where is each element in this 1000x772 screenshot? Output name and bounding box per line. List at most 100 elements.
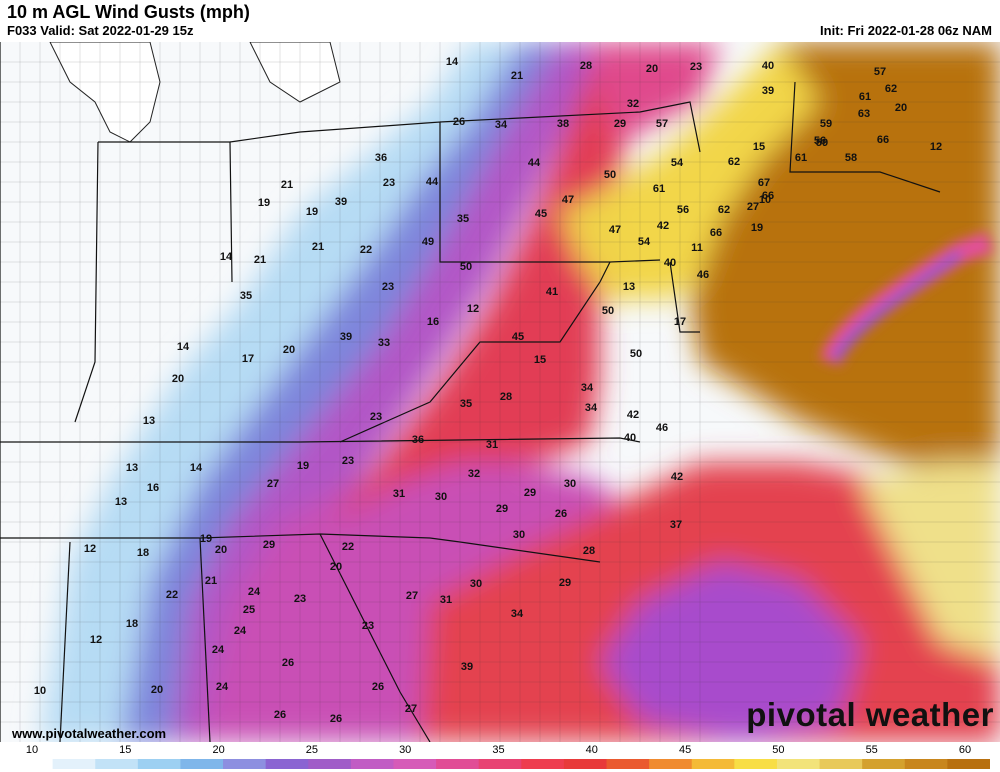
gust-value-label: 19 (305, 206, 319, 218)
gust-value-label: 12 (89, 634, 103, 646)
gust-value-label: 38 (556, 118, 570, 130)
gust-value-label: 59 (819, 118, 833, 130)
colorbar-segment (649, 759, 693, 769)
gust-value-label: 57 (655, 118, 669, 130)
colorbar-tick: 15 (119, 744, 132, 756)
colorbar-segment (819, 759, 863, 769)
map-canvas (0, 41, 1000, 743)
gust-value-label: 19 (257, 197, 271, 209)
gust-value-label: 19 (296, 460, 310, 472)
gust-value-label: 26 (452, 116, 466, 128)
gust-value-label: 28 (582, 545, 596, 557)
gust-value-label: 39 (339, 331, 353, 343)
gust-value-label: 21 (253, 254, 267, 266)
gust-value-label: 28 (579, 60, 593, 72)
gust-value-label: 23 (341, 455, 355, 467)
gust-value-label: 39 (761, 85, 775, 97)
gust-value-label: 61 (652, 183, 666, 195)
gust-value-label: 20 (894, 102, 908, 114)
gust-value-label: 61 (794, 152, 808, 164)
gust-value-label: 24 (233, 625, 247, 637)
gust-value-label: 45 (534, 208, 548, 220)
gust-field (40, 42, 1000, 742)
gust-value-label: 25 (242, 604, 256, 616)
colorbar-segment (350, 759, 394, 769)
gust-value-label: 16 (146, 482, 160, 494)
gust-value-label: 35 (456, 213, 470, 225)
colorbar-segment (734, 759, 778, 769)
colorbar-segment (563, 759, 608, 769)
gust-value-label: 61 (858, 91, 872, 103)
colorbar-tick: 45 (678, 744, 692, 756)
gust-value-label: 27 (405, 590, 419, 602)
gust-value-label: 58 (844, 152, 858, 164)
gust-value-label: 30 (469, 578, 483, 590)
gust-value-label: 21 (280, 179, 294, 191)
gust-value-label: 30 (563, 478, 577, 490)
gust-value-label: 47 (561, 194, 575, 206)
colorbar-tick: 20 (212, 744, 225, 756)
state-borders (0, 42, 941, 743)
gust-value-label: 54 (670, 157, 684, 169)
gust-value-label: 54 (637, 236, 651, 248)
gust-value-label: 20 (645, 63, 659, 75)
colorbar-segment (10, 759, 54, 769)
gust-value-label: 20 (171, 373, 185, 385)
gust-value-label: 42 (626, 409, 640, 421)
brand-logo: pivotal weather (746, 696, 994, 733)
site-url: www.pivotalweather.com (12, 726, 167, 741)
gust-value-label: 42 (670, 471, 684, 483)
gust-value-label: 41 (545, 286, 559, 298)
gust-value-label: 18 (136, 547, 150, 559)
gust-value-label: 14 (189, 462, 203, 474)
gust-value-label: 62 (727, 156, 741, 168)
gust-value-label: 15 (752, 141, 766, 153)
gust-value-label: 26 (281, 657, 295, 669)
gust-value-label: 13 (142, 415, 156, 427)
colorbar-segment (223, 759, 267, 769)
colorbar-segment (52, 759, 96, 769)
gust-value-label: 24 (247, 586, 261, 598)
gust-value-label: 18 (125, 618, 139, 630)
gust-value-label: 29 (558, 577, 572, 589)
gust-value-label: 12 (83, 543, 97, 555)
county-lines (0, 42, 1000, 742)
colorbar-tick: 30 (399, 744, 412, 756)
gust-value-label: 27 (266, 478, 280, 490)
colorbar-segment (436, 759, 480, 769)
colorbar-tick: 35 (492, 744, 505, 756)
gust-value-label: 14 (445, 56, 459, 68)
gust-value-label: 17 (673, 316, 687, 328)
colorbar-tick: 40 (585, 744, 598, 756)
colorbar-segment (606, 759, 650, 769)
colorbar-segment (904, 759, 948, 769)
ocean-streak (819, 231, 994, 367)
gust-value-label: 23 (689, 61, 703, 73)
gust-value-label: 46 (696, 269, 710, 281)
gust-value-label: 50 (629, 348, 643, 360)
gust-value-label: 31 (392, 488, 406, 500)
colorbar-segment (776, 759, 821, 769)
gust-value-label: 34 (584, 402, 598, 414)
gust-value-label: 56 (813, 135, 827, 147)
gust-value-label: 67 (757, 177, 771, 189)
colorbar-segment (691, 759, 735, 769)
colorbar-segment (265, 759, 309, 769)
gust-value-label: 23 (361, 620, 375, 632)
gust-value-label: 32 (626, 98, 640, 110)
gust-value-label: 44 (527, 157, 541, 169)
gust-value-label: 50 (603, 169, 617, 181)
gust-value-label: 35 (459, 398, 473, 410)
gust-value-label: 30 (434, 491, 448, 503)
gust-value-label: 50 (601, 305, 615, 317)
gust-value-label: 21 (311, 241, 325, 253)
colorbar-segment (180, 759, 224, 769)
gust-value-label: 33 (377, 337, 391, 349)
gust-value-label: 20 (150, 684, 164, 696)
gust-value-label: 28 (499, 391, 513, 403)
colorbar-segment (95, 759, 139, 769)
colorbar-tick: 50 (772, 744, 785, 756)
gust-value-label: 31 (439, 594, 453, 606)
gust-value-label: 19 (750, 222, 764, 234)
gust-value-label: 27 (746, 201, 760, 213)
